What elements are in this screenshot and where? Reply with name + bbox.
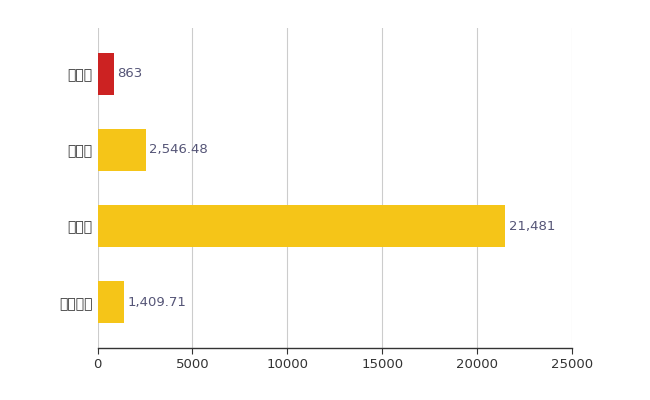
Bar	[98, 205, 505, 247]
Bar	[98, 281, 124, 323]
Text: 2,546.48: 2,546.48	[150, 144, 208, 156]
Bar	[98, 129, 146, 171]
Text: 1,409.71: 1,409.71	[127, 296, 187, 309]
Text: 21,481: 21,481	[509, 220, 555, 232]
Bar	[98, 53, 114, 95]
Text: 863: 863	[117, 67, 142, 80]
